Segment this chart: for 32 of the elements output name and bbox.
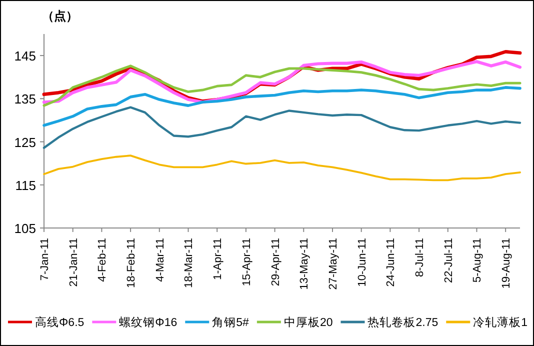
x-tick-label: 27-May-11 [327,238,340,290]
x-tick-label: 1-Apr-11 [212,238,224,280]
y-tick-label: 125 [14,134,36,150]
line-series [43,154,521,182]
y-tick-label: 135 [14,92,36,107]
y-tick-label: 145 [14,48,36,64]
y-tick-label: 105 [14,221,36,236]
x-tick-label: 4-Feb-11 [96,238,109,282]
x-tick-label: 22-Jul-11 [442,238,455,284]
legend-label: 高线Φ6.5 [35,315,84,329]
legend-label: 中厚板20 [284,316,333,329]
x-tick-label: 4-Mar-11 [154,238,166,282]
y-axis-title: （点） [42,9,78,23]
x-tick-label: 18-Mar-11 [183,238,196,288]
x-tick-label: 13-May-11 [298,238,311,290]
x-tick-label: 29-Apr-11 [270,238,282,286]
x-tick-label: 8-Jul-11 [414,238,426,277]
line-series [42,86,522,127]
x-tick-label: 5-Aug-11 [472,238,484,282]
x-tick-label: 21-Jan-11 [68,238,80,287]
legend-label: 冷轧薄板1 [473,316,528,329]
x-tick-label: 18-Feb-11 [126,238,138,288]
legend-label: 热轧卷板2.75 [368,316,438,329]
legend-label: 螺纹钢Φ16 [119,316,178,329]
x-tick-label: 19-Aug-11 [500,238,513,289]
x-tick-label: 24-Jun-11 [385,238,398,287]
x-tick-label: 7-Jan-11 [39,238,51,281]
x-tick-label: 15-Apr-11 [240,238,253,286]
y-tick-label: 115 [15,178,36,193]
legend-label: 角钢5# [212,316,250,329]
line-series [42,106,522,149]
x-tick-label: 10-Jun-11 [356,238,368,287]
